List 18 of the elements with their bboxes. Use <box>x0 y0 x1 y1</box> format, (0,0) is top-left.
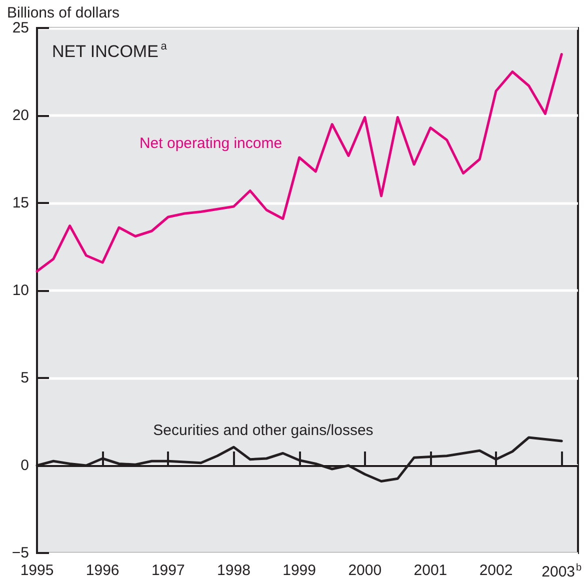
series-label: Securities and other gains/losses <box>153 422 374 439</box>
y-tick-label: 10 <box>12 282 29 299</box>
x-tick-label: 1995 <box>20 562 54 579</box>
y-tick-label: 15 <box>12 194 29 212</box>
x-tick-label: 1997 <box>151 562 185 579</box>
x-tick-label: 2002 <box>479 562 513 579</box>
y-tick-label: 0 <box>20 457 29 474</box>
x-tick-label: 2000 <box>348 562 382 579</box>
x-tick-label: 1998 <box>217 562 250 579</box>
y-tick-label: 25 <box>12 20 29 36</box>
series-label: Net operating income <box>139 135 282 152</box>
y-tick-label: 5 <box>20 370 29 386</box>
x-tick-label: 2001 <box>414 562 448 579</box>
y-tick-label: −5 <box>12 544 29 562</box>
y-axis-title: Billions of dollars <box>7 4 120 22</box>
y-tick-label: 20 <box>12 107 29 124</box>
x-tick-label: 1999 <box>282 562 316 579</box>
x-tick-label: 1996 <box>86 562 120 579</box>
